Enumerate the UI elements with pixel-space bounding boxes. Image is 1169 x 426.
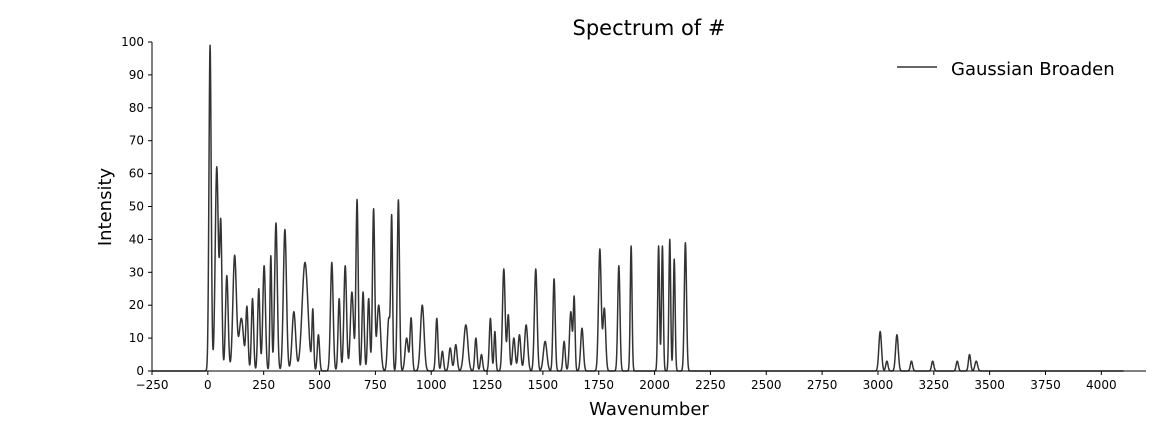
y-tick-label: 40 bbox=[129, 232, 144, 246]
x-tick-label: 3000 bbox=[863, 378, 894, 392]
x-tick-label: 2750 bbox=[807, 378, 838, 392]
y-tick-label: 80 bbox=[129, 101, 144, 115]
x-tick-label: 3500 bbox=[974, 378, 1005, 392]
legend: Gaussian Broaden bbox=[897, 59, 1115, 80]
x-ticks: −250 0 250 500 750 1000 1250 1500 1750 2000 2250 25… bbox=[136, 371, 1117, 392]
x-tick-label: 1500 bbox=[528, 378, 559, 392]
x-tick-label: 0 bbox=[204, 378, 212, 392]
x-tick-label: 3750 bbox=[1030, 378, 1061, 392]
y-tick-label: 60 bbox=[129, 167, 144, 181]
series-line-gaussian-broaden bbox=[151, 44, 1125, 372]
y-tick-label: 0 bbox=[136, 364, 144, 378]
y-tick-label: 20 bbox=[129, 298, 144, 312]
x-axis-label: Wavenumber bbox=[589, 399, 709, 420]
x-tick-label: 1000 bbox=[416, 378, 447, 392]
y-tick-label: 100 bbox=[121, 35, 144, 49]
y-axis-label: Intensity bbox=[95, 167, 116, 246]
x-tick-label: −250 bbox=[136, 378, 169, 392]
x-tick-label: 2250 bbox=[695, 378, 726, 392]
x-tick-label: 2500 bbox=[751, 378, 782, 392]
plot-area bbox=[151, 44, 1125, 372]
x-tick-label: 500 bbox=[308, 378, 331, 392]
y-tick-label: 90 bbox=[129, 68, 144, 82]
x-tick-label: 1250 bbox=[472, 378, 503, 392]
x-tick-label: 2000 bbox=[639, 378, 670, 392]
x-tick-label: 1750 bbox=[583, 378, 614, 392]
y-tick-label: 50 bbox=[129, 200, 144, 214]
y-ticks: 0 10 20 30 40 50 60 70 80 90 100 bbox=[121, 35, 152, 378]
x-tick-label: 3250 bbox=[919, 378, 950, 392]
x-tick-label: 250 bbox=[252, 378, 275, 392]
chart-title: Spectrum of # bbox=[573, 16, 726, 40]
y-tick-label: 70 bbox=[129, 134, 144, 148]
x-tick-label: 750 bbox=[364, 378, 387, 392]
y-tick-label: 10 bbox=[129, 331, 144, 345]
x-tick-label: 4000 bbox=[1086, 378, 1117, 392]
y-tick-label: 30 bbox=[129, 265, 144, 279]
legend-label: Gaussian Broaden bbox=[951, 59, 1115, 80]
